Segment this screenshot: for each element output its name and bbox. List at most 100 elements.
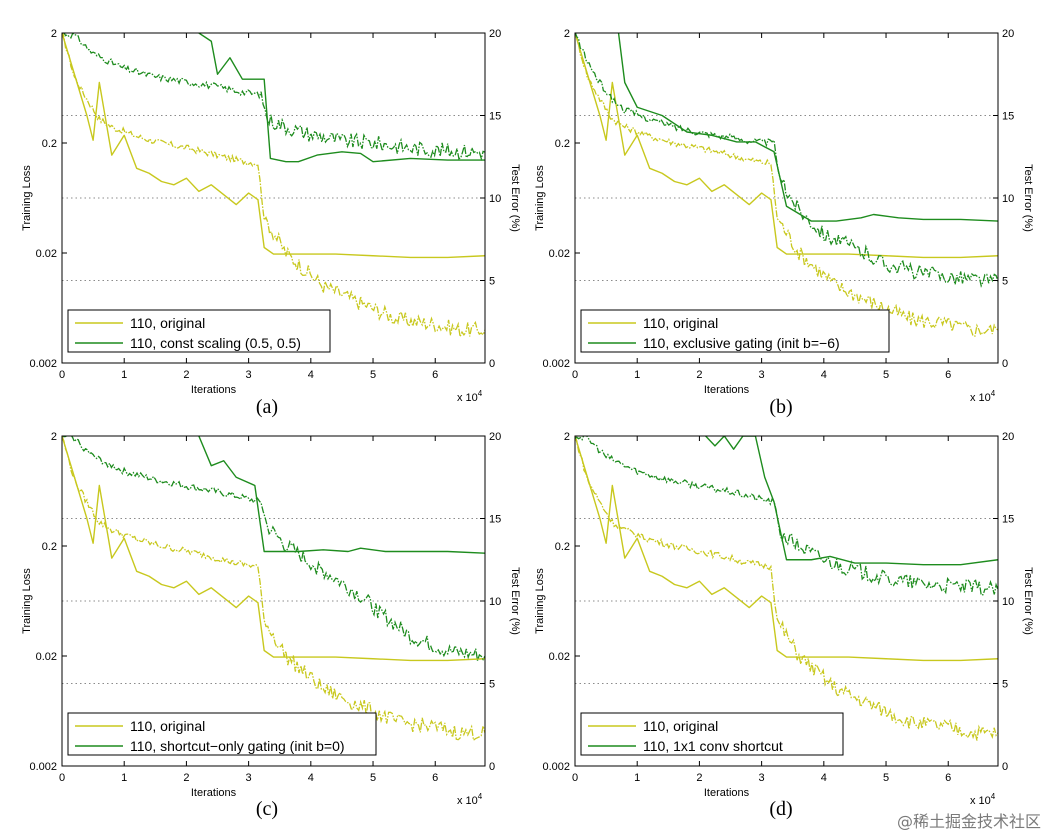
y2-axis-label: Test Error (%) bbox=[1022, 567, 1034, 635]
y-tick-label: 0.02 bbox=[36, 651, 57, 663]
x-tick-label: 4 bbox=[308, 772, 314, 784]
legend-box bbox=[580, 309, 890, 353]
series-line bbox=[62, 436, 485, 742]
panel-caption: (b) bbox=[769, 396, 792, 418]
y2-tick-label: 15 bbox=[1002, 111, 1014, 123]
x-tick-label: 1 bbox=[634, 369, 640, 381]
legend-box bbox=[67, 309, 331, 353]
y-axis-label: Training Loss bbox=[21, 568, 33, 634]
x-tick-label: 2 bbox=[183, 772, 189, 784]
y-tick-label: 0.02 bbox=[549, 651, 570, 663]
chart-panel-b: 0 1 2 3 4 5 60.0020.020.2205101520IterationsTr… bbox=[534, 28, 1034, 418]
legend-label: 110, original bbox=[130, 718, 205, 734]
x-tick-label: 5 bbox=[883, 369, 889, 381]
panel-caption: (c) bbox=[256, 798, 278, 820]
x-tick-label: 4 bbox=[308, 369, 314, 381]
x-multiplier: x 104 bbox=[970, 792, 996, 807]
x-tick-label: 4 bbox=[821, 369, 827, 381]
y2-tick-label: 15 bbox=[489, 514, 501, 526]
y-tick-label: 0.02 bbox=[36, 248, 57, 260]
series-line bbox=[575, 436, 998, 662]
series-line bbox=[62, 33, 485, 340]
x-tick-label: 2 bbox=[696, 772, 702, 784]
x-tick-label: 3 bbox=[759, 772, 765, 784]
series-line bbox=[62, 33, 485, 162]
y2-tick-label: 15 bbox=[489, 111, 501, 123]
x-tick-label: 3 bbox=[759, 369, 765, 381]
x-multiplier: x 104 bbox=[457, 792, 483, 807]
series-line bbox=[575, 436, 998, 741]
y-axis-label: Training Loss bbox=[21, 165, 33, 231]
y2-tick-label: 20 bbox=[489, 28, 501, 40]
panel-caption: (d) bbox=[769, 798, 792, 820]
series-line bbox=[198, 436, 485, 554]
x-tick-label: 0 bbox=[59, 772, 65, 784]
y2-tick-label: 5 bbox=[1002, 679, 1008, 691]
x-tick-label: 6 bbox=[432, 369, 438, 381]
x-tick-label: 6 bbox=[945, 369, 951, 381]
y-tick-label: 0.2 bbox=[555, 541, 570, 553]
y2-tick-label: 5 bbox=[1002, 276, 1008, 288]
series-line bbox=[575, 33, 998, 288]
y-tick-label: 0.002 bbox=[29, 358, 57, 370]
legend-box bbox=[580, 712, 844, 756]
y-tick-label: 0.002 bbox=[542, 761, 570, 773]
y2-tick-label: 15 bbox=[1002, 514, 1014, 526]
y-axis-label: Training Loss bbox=[534, 165, 546, 231]
legend-label: 110, original bbox=[130, 315, 205, 331]
x-axis-label: Iterations bbox=[704, 384, 750, 396]
series-line bbox=[62, 436, 485, 662]
y-tick-label: 2 bbox=[51, 431, 57, 443]
x-multiplier: x 104 bbox=[457, 389, 483, 404]
legend-label: 110, exclusive gating (init b=−6) bbox=[643, 335, 840, 351]
plot-area bbox=[575, 33, 998, 337]
y2-tick-label: 10 bbox=[1002, 193, 1014, 205]
series-line bbox=[575, 436, 998, 596]
series-line bbox=[62, 436, 485, 661]
plot-area bbox=[575, 436, 998, 741]
y2-tick-label: 0 bbox=[489, 761, 495, 773]
x-tick-label: 5 bbox=[370, 369, 376, 381]
plot-area bbox=[62, 436, 485, 742]
legend-label: 110, const scaling (0.5, 0.5) bbox=[130, 335, 301, 351]
y2-axis-label: Test Error (%) bbox=[509, 164, 521, 232]
y2-tick-label: 20 bbox=[489, 431, 501, 443]
x-tick-label: 0 bbox=[572, 772, 578, 784]
x-tick-label: 5 bbox=[370, 772, 376, 784]
series-line bbox=[617, 33, 998, 222]
x-tick-label: 6 bbox=[432, 772, 438, 784]
plot-area bbox=[62, 33, 485, 340]
y2-tick-label: 5 bbox=[489, 679, 495, 691]
y-tick-label: 0.02 bbox=[549, 248, 570, 260]
x-tick-label: 2 bbox=[696, 369, 702, 381]
y2-tick-label: 10 bbox=[489, 193, 501, 205]
watermark: @稀土掘金技术社区 bbox=[896, 812, 1041, 831]
y2-tick-label: 5 bbox=[489, 276, 495, 288]
y-tick-label: 2 bbox=[51, 28, 57, 40]
y2-tick-label: 10 bbox=[489, 596, 501, 608]
x-tick-label: 0 bbox=[572, 369, 578, 381]
panel-caption: (a) bbox=[256, 396, 278, 418]
y-tick-label: 0.002 bbox=[29, 761, 57, 773]
legend-box bbox=[67, 712, 377, 756]
x-tick-label: 1 bbox=[634, 772, 640, 784]
x-tick-label: 1 bbox=[121, 772, 127, 784]
legend: 110, original 110, 1x1 conv shortcut bbox=[580, 712, 844, 756]
x-tick-label: 3 bbox=[246, 369, 252, 381]
y-tick-label: 0.2 bbox=[42, 138, 57, 150]
chart-panel-d: 0 1 2 3 4 5 60.0020.020.2205101520IterationsTr… bbox=[534, 431, 1034, 820]
y2-axis-label: Test Error (%) bbox=[1022, 164, 1034, 232]
chart-panel-c: 0 1 2 3 4 5 60.0020.020.2205101520IterationsTr… bbox=[21, 431, 521, 820]
x-tick-label: 4 bbox=[821, 772, 827, 784]
legend: 110, original 110, exclusive gating (init… bbox=[580, 309, 890, 353]
series-line bbox=[705, 436, 998, 566]
x-tick-label: 5 bbox=[883, 772, 889, 784]
legend-label: 110, shortcut−only gating (init b=0) bbox=[130, 738, 345, 754]
y-tick-label: 0.002 bbox=[542, 358, 570, 370]
y-tick-label: 2 bbox=[564, 28, 570, 40]
x-tick-label: 1 bbox=[121, 369, 127, 381]
legend: 110, original 110, const scaling (0.5, 0.… bbox=[67, 309, 331, 353]
y-tick-label: 0.2 bbox=[555, 138, 570, 150]
x-tick-label: 2 bbox=[183, 369, 189, 381]
